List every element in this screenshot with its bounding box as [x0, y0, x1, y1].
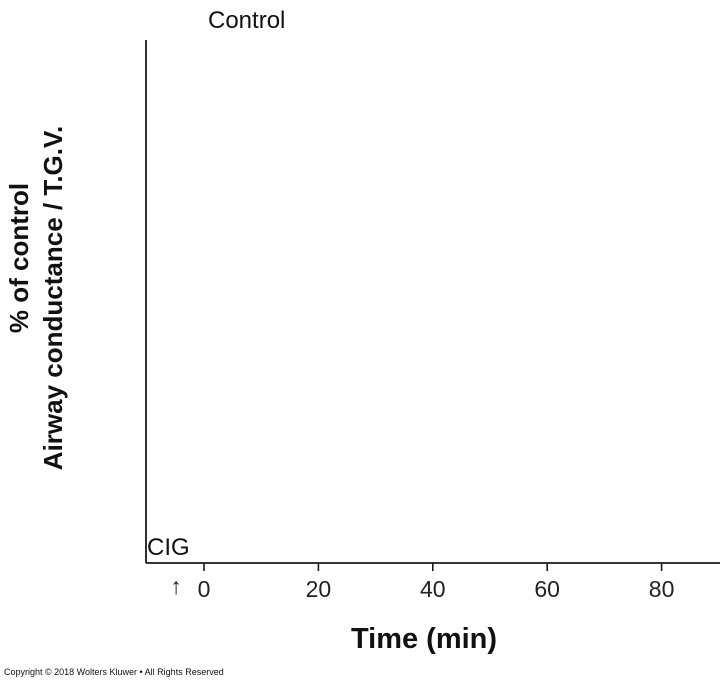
- y-axis-title-line1: % of control: [4, 183, 34, 333]
- cig-label: CIG: [147, 534, 190, 561]
- x-tick-label: 40: [420, 576, 446, 602]
- control-label: Control: [208, 7, 285, 34]
- copyright-text: Copyright © 2018 Wolters Kluwer • All Ri…: [4, 667, 224, 677]
- x-ticks: 0 20 40 60 80: [198, 563, 675, 602]
- x-tick-label: 80: [649, 576, 675, 602]
- y-axis-title-line2: Airway conductance / T.G.V.: [38, 126, 68, 470]
- x-axis-title: Time (min): [351, 623, 497, 655]
- cig-arrow-icon: ↑: [170, 573, 182, 599]
- x-tick-label: 20: [306, 576, 332, 602]
- cig-label-background: [147, 530, 207, 558]
- x-tick-label: 60: [534, 576, 560, 602]
- x-tick-label: 0: [198, 576, 211, 602]
